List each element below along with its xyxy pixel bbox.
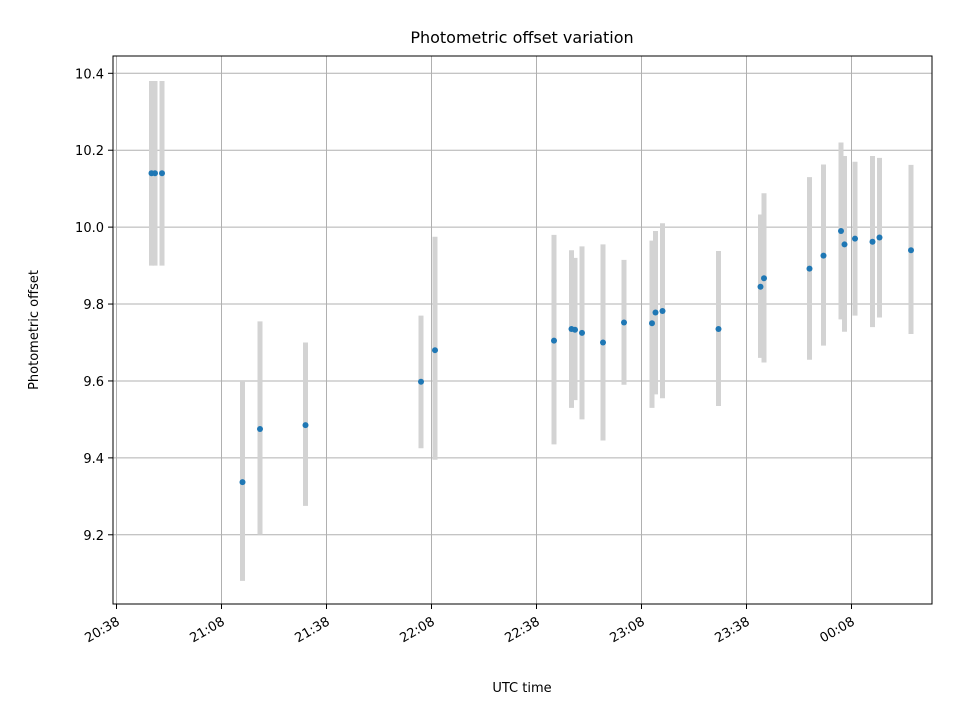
y-tick-label: 10.0	[75, 221, 104, 236]
data-point	[841, 241, 848, 248]
y-tick-label: 10.4	[75, 67, 104, 82]
data-point	[649, 320, 655, 327]
data-point	[579, 329, 585, 336]
grid	[113, 56, 932, 604]
y-axis-label: Photometric offset	[27, 270, 42, 390]
y-tick-label: 9.6	[83, 375, 104, 390]
data-point	[652, 309, 659, 316]
data-points	[148, 170, 914, 486]
data-point	[757, 283, 764, 290]
y-tick-label: 9.2	[83, 529, 104, 544]
y-tick-label: 9.8	[83, 298, 104, 313]
data-point	[257, 426, 263, 433]
data-point	[159, 170, 165, 177]
data-point	[876, 234, 883, 241]
data-point	[820, 252, 827, 259]
data-point	[600, 339, 606, 346]
data-point	[551, 337, 557, 344]
data-point	[838, 227, 844, 234]
data-point	[152, 170, 158, 177]
y-tick-label: 10.2	[75, 144, 104, 159]
x-axis-label: UTC time	[492, 681, 551, 696]
data-point	[302, 422, 309, 429]
data-point	[239, 479, 246, 486]
data-point	[852, 235, 858, 242]
data-point	[659, 307, 666, 314]
data-point	[761, 275, 767, 282]
data-point	[869, 238, 876, 245]
data-point	[418, 378, 424, 385]
data-point	[621, 319, 627, 326]
data-point	[806, 265, 813, 272]
chart-title: Photometric offset variation	[410, 28, 633, 47]
data-point	[432, 347, 438, 354]
data-point	[908, 247, 914, 254]
data-point	[715, 326, 722, 333]
y-tick-label: 9.4	[83, 452, 104, 467]
plot-frame	[112, 55, 933, 605]
data-point	[572, 326, 578, 333]
